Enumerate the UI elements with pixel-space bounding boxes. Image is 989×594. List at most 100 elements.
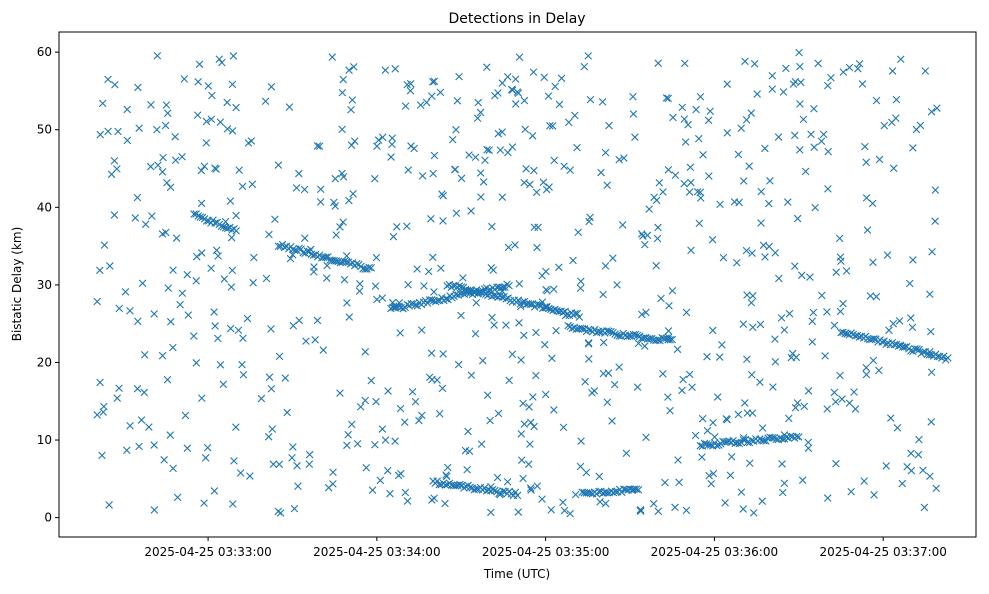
detection-point — [183, 270, 192, 279]
detection-point — [599, 290, 607, 299]
detection-point — [96, 130, 105, 139]
detection-point — [538, 495, 546, 503]
detection-point — [356, 280, 364, 288]
detection-point — [159, 153, 167, 162]
detection-point — [678, 386, 686, 395]
detection-point — [741, 57, 749, 66]
detection-point — [212, 246, 221, 255]
detection-point — [300, 185, 309, 194]
x-axis-label: Time (UTC) — [483, 567, 550, 581]
detection-point — [274, 507, 283, 516]
detection-point — [890, 340, 899, 349]
detection-point — [372, 397, 380, 406]
detection-point — [123, 105, 132, 114]
detection-point — [340, 275, 349, 284]
detection-point — [878, 338, 886, 346]
detection-point — [768, 71, 777, 80]
detection-point — [232, 103, 240, 112]
detection-point — [578, 324, 587, 333]
detection-point — [598, 98, 607, 106]
detection-point — [573, 309, 582, 318]
detection-point — [584, 52, 592, 60]
detection-point — [232, 226, 241, 235]
detection-point — [548, 122, 557, 130]
detection-point — [520, 420, 529, 428]
detection-point — [194, 77, 202, 86]
detection-point — [551, 305, 559, 314]
detection-point — [487, 264, 496, 272]
detection-point — [439, 350, 447, 358]
detection-point — [869, 258, 877, 267]
detection-point — [823, 494, 832, 502]
detection-point — [438, 384, 447, 393]
detection-point — [753, 90, 761, 98]
detection-point — [807, 130, 815, 139]
detection-point — [839, 299, 847, 308]
detection-point — [686, 163, 695, 172]
detection-point — [290, 504, 299, 513]
x-tick-label: 2025-04-25 03:33:00 — [144, 545, 271, 559]
detection-point — [217, 222, 226, 231]
detection-point — [539, 178, 548, 187]
detection-point — [367, 264, 376, 272]
detection-point — [181, 411, 190, 420]
detection-point — [280, 243, 289, 252]
detection-point — [313, 316, 322, 325]
detection-point — [759, 241, 768, 250]
detection-point — [710, 433, 719, 441]
detection-point — [804, 387, 813, 395]
detection-point — [797, 271, 806, 280]
detection-point — [441, 481, 450, 489]
detection-point — [476, 169, 485, 177]
detection-point — [800, 402, 809, 411]
detection-point — [210, 487, 219, 495]
detection-point — [452, 125, 460, 134]
detection-point — [502, 321, 510, 329]
detection-point — [329, 480, 337, 488]
detection-point — [692, 105, 700, 114]
detection-point — [887, 414, 895, 422]
detection-point — [339, 218, 347, 226]
detection-point — [794, 433, 803, 441]
x-tick-label: 2025-04-25 03:36:00 — [651, 545, 778, 559]
detection-point — [435, 480, 444, 489]
detection-point — [631, 133, 639, 142]
detection-point — [488, 313, 496, 322]
detection-point — [403, 497, 412, 505]
detection-point — [605, 121, 613, 130]
y-tick-label: 60 — [37, 45, 52, 59]
detection-point — [267, 384, 276, 393]
detection-point — [443, 463, 452, 472]
detection-point — [756, 435, 764, 443]
detection-point — [791, 403, 800, 412]
detection-point — [793, 214, 802, 223]
detection-point — [161, 121, 170, 130]
detection-point — [650, 193, 658, 202]
detection-point — [229, 52, 238, 60]
detection-point — [926, 472, 934, 481]
detection-point — [153, 51, 162, 60]
detection-point — [197, 199, 206, 208]
detection-point — [134, 83, 142, 92]
detection-point — [819, 130, 828, 139]
detection-point — [906, 314, 915, 322]
detection-point — [422, 98, 431, 107]
detection-point — [126, 421, 134, 430]
detection-point — [305, 450, 314, 459]
detection-point — [804, 438, 813, 447]
detection-point — [661, 478, 669, 487]
detection-point — [303, 247, 312, 255]
detection-point — [401, 102, 410, 110]
detection-point — [607, 327, 615, 336]
detection-point — [707, 479, 716, 488]
detection-point — [915, 435, 923, 444]
detection-point — [666, 336, 674, 344]
detection-point — [285, 103, 294, 111]
detection-point — [742, 246, 751, 255]
detection-point — [835, 234, 844, 243]
detection-point — [584, 339, 593, 347]
detection-point — [743, 355, 751, 364]
detection-point — [542, 285, 550, 294]
detection-point — [529, 68, 538, 76]
detection-point — [681, 138, 690, 146]
